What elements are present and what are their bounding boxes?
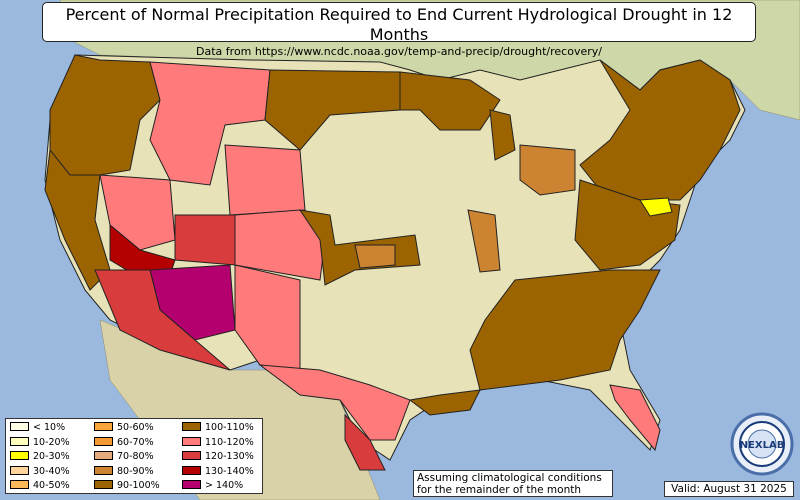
- legend-item: 90-100%: [94, 480, 160, 491]
- legend-label: > 140%: [205, 480, 244, 491]
- legend-swatch: [10, 436, 29, 446]
- legend-item: 50-60%: [94, 422, 154, 433]
- region-utah: [174, 214, 236, 266]
- legend-swatch: [10, 465, 29, 475]
- legend-item: < 10%: [10, 422, 65, 433]
- region-wyoming: [224, 144, 306, 216]
- legend-label: 100-110%: [205, 422, 254, 433]
- page-title: Percent of Normal Precipitation Required…: [65, 5, 733, 44]
- legend-label: < 10%: [33, 422, 66, 433]
- legend-swatch: [94, 480, 113, 489]
- valid-date: Valid: August 31 2025: [664, 481, 794, 497]
- legend-item: 130-140%: [182, 465, 254, 477]
- region-great-basin: [99, 174, 176, 251]
- region-gulf-coast: [408, 389, 481, 416]
- legend-label: 30-40%: [33, 465, 70, 477]
- legend-swatch: [94, 436, 113, 446]
- legend-item: 40-50%: [10, 480, 70, 491]
- nexlab-logo-icon: NEXLAB: [730, 412, 794, 476]
- legend-swatch: [94, 451, 113, 460]
- region-arizona-south: [94, 269, 231, 371]
- legend-swatch: [10, 480, 29, 489]
- assumption-note: Assuming climatological conditions for t…: [413, 470, 613, 497]
- legend-label: 70-80%: [117, 451, 154, 462]
- legend-swatch: [182, 422, 201, 431]
- region-upper-midwest: [399, 71, 501, 131]
- legend-label: 110-120%: [205, 436, 254, 448]
- logo-text: NEXLAB: [740, 440, 785, 451]
- legend-swatch: [182, 480, 201, 489]
- legend-item: 80-90%: [94, 465, 154, 477]
- region-pacific-northwest: [49, 54, 161, 176]
- legend-item: 10-20%: [10, 436, 70, 448]
- legend-item: 60-70%: [94, 436, 154, 448]
- legend-swatch: [182, 451, 201, 460]
- legend-swatch: [182, 465, 201, 475]
- region-texas-south: [344, 413, 386, 471]
- legend-swatch: [94, 422, 113, 431]
- legend-item: 120-130%: [182, 451, 254, 462]
- legend-label: 10-20%: [33, 436, 70, 448]
- legend-swatch: [182, 436, 201, 446]
- legend-label: 50-60%: [117, 422, 154, 433]
- legend-swatch: [10, 451, 29, 460]
- legend-label: 120-130%: [205, 451, 254, 462]
- legend-swatch: [10, 422, 29, 431]
- legend-label: 80-90%: [117, 465, 154, 477]
- region-ohio-valley: [519, 144, 576, 196]
- legend-label: 130-140%: [205, 465, 254, 477]
- legend-item: 110-120%: [182, 436, 254, 448]
- region-northeast: [579, 59, 741, 201]
- region-texas-west: [258, 364, 411, 441]
- legend-item: 70-80%: [94, 451, 154, 462]
- legend-item: 30-40%: [10, 465, 70, 477]
- legend: < 10% 10-20% 20-30% 30-40% 40-50% 50-60% 60-70…: [5, 418, 263, 494]
- region-maryland: [639, 197, 673, 217]
- legend-label: 20-30%: [33, 451, 70, 462]
- legend-label: 90-100%: [117, 480, 160, 491]
- region-illinois: [467, 209, 501, 273]
- region-kansas-south: [354, 244, 396, 269]
- legend-item: 20-30%: [10, 451, 70, 462]
- region-southeast: [469, 269, 661, 391]
- legend-label: 40-50%: [33, 480, 70, 491]
- page-subtitle: Data from https://www.ncdc.noaa.gov/temp…: [196, 45, 602, 58]
- region-michigan: [489, 109, 516, 161]
- region-florida: [609, 384, 661, 452]
- legend-label: 60-70%: [117, 436, 154, 448]
- legend-swatch: [94, 465, 113, 475]
- legend-item: 100-110%: [182, 422, 254, 433]
- legend-item: > 140%: [182, 480, 243, 491]
- title-box: Percent of Normal Precipitation Required…: [42, 2, 756, 58]
